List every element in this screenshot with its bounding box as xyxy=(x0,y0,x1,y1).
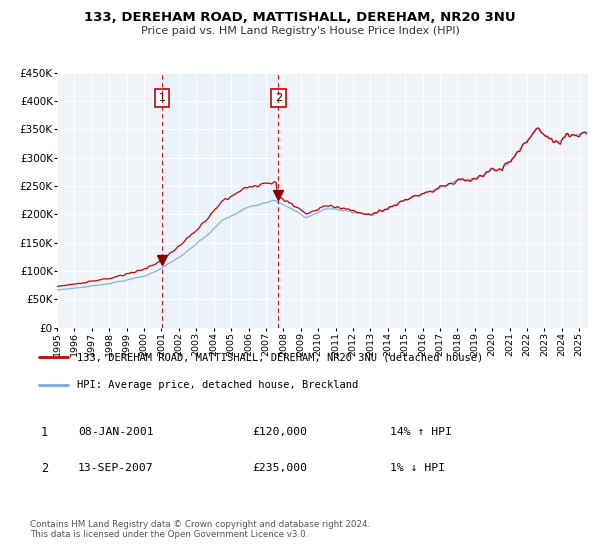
Bar xyxy=(162,73,278,328)
Text: Contains HM Land Registry data © Crown copyright and database right 2024.
This d: Contains HM Land Registry data © Crown c… xyxy=(30,520,370,539)
Text: 14% ↑ HPI: 14% ↑ HPI xyxy=(390,427,452,437)
Text: 1: 1 xyxy=(41,426,48,440)
Text: Price paid vs. HM Land Registry's House Price Index (HPI): Price paid vs. HM Land Registry's House … xyxy=(140,26,460,36)
Text: 2: 2 xyxy=(41,461,48,475)
Text: 2: 2 xyxy=(275,94,282,103)
Text: £120,000: £120,000 xyxy=(252,427,307,437)
Text: 08-JAN-2001: 08-JAN-2001 xyxy=(78,427,154,437)
Text: 1% ↓ HPI: 1% ↓ HPI xyxy=(390,463,445,473)
Text: HPI: Average price, detached house, Breckland: HPI: Average price, detached house, Brec… xyxy=(77,380,358,390)
Text: 13-SEP-2007: 13-SEP-2007 xyxy=(78,463,154,473)
Text: 133, DEREHAM ROAD, MATTISHALL, DEREHAM, NR20 3NU (detached house): 133, DEREHAM ROAD, MATTISHALL, DEREHAM, … xyxy=(77,352,483,362)
Text: 1: 1 xyxy=(158,94,166,103)
Text: 133, DEREHAM ROAD, MATTISHALL, DEREHAM, NR20 3NU: 133, DEREHAM ROAD, MATTISHALL, DEREHAM, … xyxy=(84,11,516,25)
Text: £235,000: £235,000 xyxy=(252,463,307,473)
